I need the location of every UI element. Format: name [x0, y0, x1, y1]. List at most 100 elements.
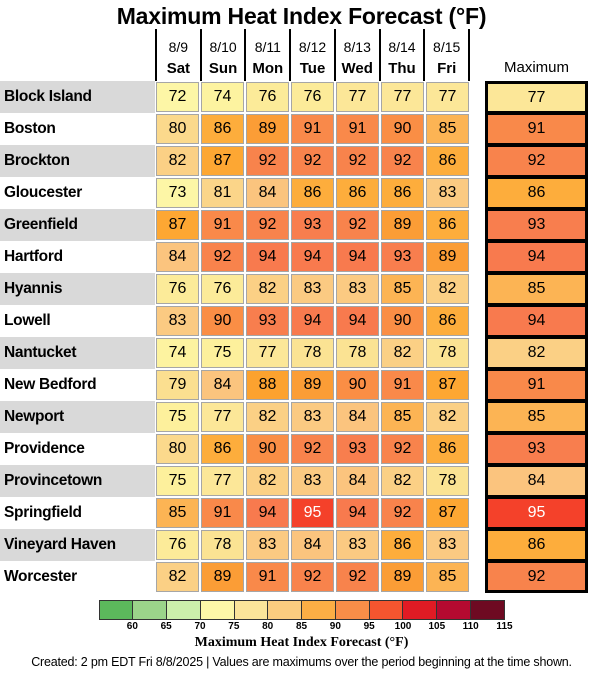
forecast-cell: 91	[291, 114, 334, 144]
forecast-cell: 82	[156, 562, 199, 592]
row-daily-values: 83 90 93 94 94 90 86	[155, 305, 470, 337]
row-location-label: Springfield	[0, 497, 155, 529]
forecast-cell: 84	[336, 402, 379, 432]
forecast-cell: 84	[336, 466, 379, 496]
forecast-cell: 83	[426, 530, 469, 560]
forecast-cell: 77	[201, 466, 244, 496]
forecast-cell: 92	[246, 146, 289, 176]
forecast-cell: 90	[336, 370, 379, 400]
forecast-cell: 85	[381, 274, 424, 304]
maximum-cell: 77	[485, 81, 588, 113]
table-row: Vineyard Haven 76 78 83 84 83 86 83 86	[0, 529, 603, 561]
header-weekday: Sun	[208, 60, 238, 77]
row-location-label: Boston	[0, 113, 155, 145]
forecast-cell: 77	[381, 82, 424, 112]
row-location-label: Newport	[0, 401, 155, 433]
forecast-cell: 89	[426, 242, 469, 272]
forecast-cell: 92	[291, 146, 334, 176]
row-location-label: Block Island	[0, 81, 155, 113]
header-date: 8/9	[168, 39, 189, 55]
header-weekday: Mon	[252, 60, 284, 77]
forecast-cell: 81	[201, 178, 244, 208]
forecast-cell: 82	[246, 466, 289, 496]
table-row: Greenfield 87 91 92 93 92 89 86 93	[0, 209, 603, 241]
row-maximum-wrapper: 91	[470, 369, 603, 401]
forecast-cell: 83	[291, 402, 334, 432]
forecast-cell: 85	[426, 114, 469, 144]
row-daily-values: 84 92 94 94 94 93 89	[155, 241, 470, 273]
maximum-cell: 92	[485, 145, 588, 177]
forecast-cell: 78	[426, 338, 469, 368]
row-location-label: Worcester	[0, 561, 155, 593]
forecast-cell: 83	[336, 274, 379, 304]
table-row: Boston 80 86 89 91 91 90 85 91	[0, 113, 603, 145]
forecast-cell: 75	[201, 338, 244, 368]
table-row: Nantucket 74 75 77 78 78 82 78 82	[0, 337, 603, 369]
forecast-cell: 94	[246, 498, 289, 528]
header-weekday: Sat	[166, 60, 191, 77]
forecast-cell: 86	[201, 434, 244, 464]
forecast-cell: 83	[291, 274, 334, 304]
forecast-cell: 74	[156, 338, 199, 368]
legend-tick: 110	[462, 621, 479, 632]
forecast-cell: 73	[156, 178, 199, 208]
legend-tick: 90	[329, 621, 341, 632]
forecast-cell: 72	[156, 82, 199, 112]
forecast-cell: 90	[201, 306, 244, 336]
forecast-cell: 87	[426, 370, 469, 400]
header-day-tue: 8/12 Tue	[289, 29, 334, 81]
forecast-cell: 76	[291, 82, 334, 112]
legend-axis-label: Maximum Heat Index Forecast (°F)	[194, 635, 409, 650]
forecast-cell: 91	[201, 498, 244, 528]
table-row: Worcester 82 89 91 92 92 89 85 92	[0, 561, 603, 593]
forecast-cell: 83	[156, 306, 199, 336]
table-row: Block Island 72 74 76 76 77 77 77 77	[0, 81, 603, 113]
row-maximum-wrapper: 94	[470, 241, 603, 273]
maximum-cell: 85	[485, 401, 588, 433]
forecast-cell: 77	[246, 338, 289, 368]
row-daily-values: 82 87 92 92 92 92 86	[155, 145, 470, 177]
footer-note: Created: 2 pm EDT Fri 8/8/2025 | Values …	[31, 655, 572, 669]
forecast-cell: 78	[201, 530, 244, 560]
forecast-cell: 77	[426, 82, 469, 112]
row-daily-values: 87 91 92 93 92 89 86	[155, 209, 470, 241]
row-location-label: Gloucester	[0, 177, 155, 209]
header-day-sat: 8/9 Sat	[155, 29, 200, 81]
forecast-cell: 78	[426, 466, 469, 496]
forecast-cell: 86	[426, 146, 469, 176]
forecast-cell: 76	[201, 274, 244, 304]
forecast-cell: 85	[381, 402, 424, 432]
forecast-cell: 94	[336, 242, 379, 272]
forecast-cell: 76	[156, 530, 199, 560]
legend-tick: 70	[194, 621, 206, 632]
legend-tick-labels: 60 65 70 75 80 85 90 95 100 105 110 115	[99, 620, 513, 634]
legend-segment	[302, 601, 336, 619]
forecast-cell: 92	[336, 210, 379, 240]
forecast-cell: 77	[336, 82, 379, 112]
maximum-cell: 85	[485, 273, 588, 305]
forecast-cell: 83	[426, 178, 469, 208]
row-daily-values: 75 77 82 83 84 85 82	[155, 401, 470, 433]
forecast-cell: 92	[381, 146, 424, 176]
maximum-cell: 92	[485, 561, 588, 593]
row-daily-values: 76 76 82 83 83 85 82	[155, 273, 470, 305]
forecast-cell: 93	[291, 210, 334, 240]
forecast-cell: 93	[336, 434, 379, 464]
header-day-mon: 8/11 Mon	[244, 29, 289, 81]
forecast-cell: 82	[381, 338, 424, 368]
forecast-cell: 79	[156, 370, 199, 400]
maximum-cell: 94	[485, 241, 588, 273]
legend-segment	[133, 601, 167, 619]
forecast-cell: 84	[156, 242, 199, 272]
row-maximum-wrapper: 94	[470, 305, 603, 337]
forecast-cell: 92	[381, 434, 424, 464]
forecast-cell: 85	[426, 562, 469, 592]
legend-segment	[470, 601, 504, 619]
row-location-label: Provincetown	[0, 465, 155, 497]
table-row: Lowell 83 90 93 94 94 90 86 94	[0, 305, 603, 337]
row-maximum-wrapper: 93	[470, 433, 603, 465]
forecast-cell: 91	[201, 210, 244, 240]
row-daily-values: 85 91 94 95 94 92 87	[155, 497, 470, 529]
row-daily-values: 75 77 82 83 84 82 78	[155, 465, 470, 497]
row-maximum-wrapper: 95	[470, 497, 603, 529]
